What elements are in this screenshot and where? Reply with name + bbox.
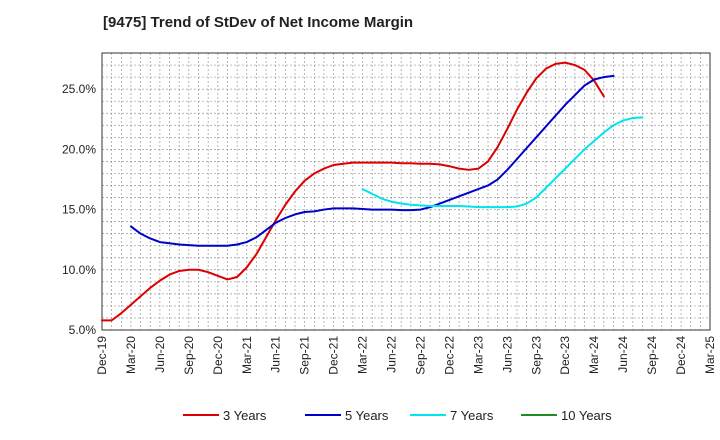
y-tick-label: 10.0% bbox=[62, 263, 96, 277]
legend: 3 Years 5 Years 7 Years 10 Years bbox=[183, 408, 612, 423]
x-tick-label: Sep-20 bbox=[182, 336, 196, 375]
x-tick-label: Jun-23 bbox=[500, 336, 514, 373]
y-tick-label: 15.0% bbox=[62, 203, 96, 217]
x-tick-label: Mar-20 bbox=[124, 336, 138, 374]
x-tick-label: Sep-24 bbox=[645, 336, 659, 375]
x-axis-tick-labels: Dec-19 Mar-20 Jun-20 Sep-20 Dec-20 Mar-21 Jun-… bbox=[95, 336, 717, 375]
x-tick-label: Mar-23 bbox=[471, 336, 485, 374]
legend-label: 7 Years bbox=[450, 408, 494, 423]
x-tick-label: Sep-23 bbox=[529, 336, 543, 375]
x-tick-label: Jun-24 bbox=[616, 336, 630, 373]
series-lines bbox=[101, 61, 644, 322]
x-tick-label: Dec-23 bbox=[558, 336, 572, 375]
x-tick-label: Sep-22 bbox=[413, 336, 427, 375]
series-line-5-years bbox=[129, 74, 615, 247]
legend-label: 3 Years bbox=[223, 408, 267, 423]
legend-label: 10 Years bbox=[561, 408, 612, 423]
x-tick-label: Mar-21 bbox=[240, 336, 254, 374]
y-tick-label: 20.0% bbox=[62, 142, 96, 156]
y-tick-label: 5.0% bbox=[69, 323, 97, 337]
x-tick-label: Jun-21 bbox=[269, 336, 283, 373]
series-line-3-years bbox=[101, 61, 605, 322]
y-tick-label: 25.0% bbox=[62, 82, 96, 96]
x-tick-label: Mar-22 bbox=[356, 336, 370, 374]
chart-title: [9475] Trend of StDev of Net Income Marg… bbox=[103, 14, 414, 31]
x-tick-label: Dec-20 bbox=[211, 336, 225, 375]
x-tick-label: Dec-19 bbox=[95, 336, 109, 375]
x-tick-label: Jun-22 bbox=[385, 336, 399, 373]
x-tick-label: Dec-24 bbox=[674, 336, 688, 375]
x-tick-label: Dec-22 bbox=[442, 336, 456, 375]
x-tick-label: Sep-21 bbox=[298, 336, 312, 375]
x-tick-label: Mar-25 bbox=[703, 336, 717, 374]
series-line-7-years bbox=[361, 116, 644, 209]
grid bbox=[101, 52, 711, 331]
x-tick-label: Mar-24 bbox=[587, 336, 601, 374]
x-tick-label: Dec-21 bbox=[327, 336, 341, 375]
y-axis-tick-labels: 5.0% 10.0% 15.0% 20.0% 25.0% bbox=[62, 82, 96, 337]
plot-area bbox=[101, 52, 711, 331]
x-tick-label: Jun-20 bbox=[153, 336, 167, 373]
legend-label: 5 Years bbox=[345, 408, 389, 423]
